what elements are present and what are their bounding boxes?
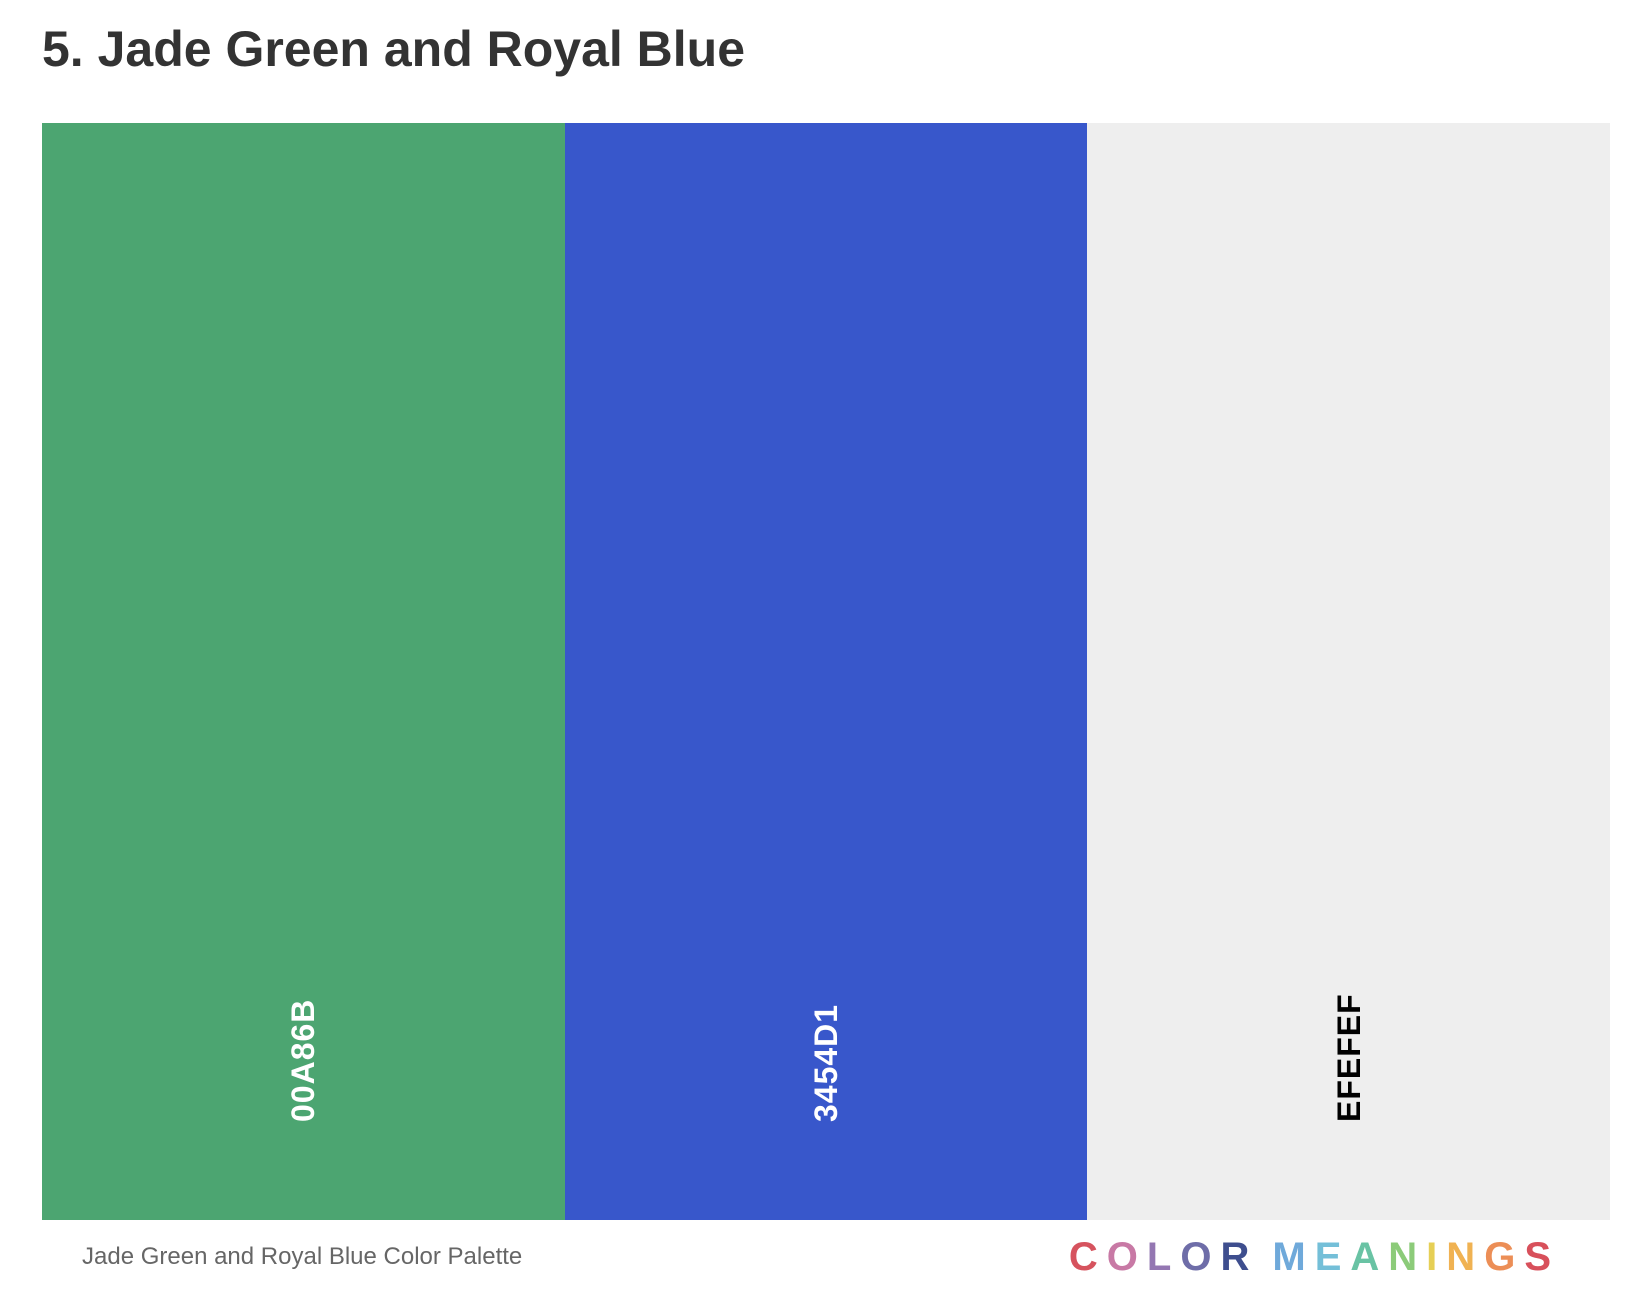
brand-letter: M xyxy=(1272,1235,1315,1279)
brand-letter: N xyxy=(1388,1235,1427,1279)
hex-code-label: 00A86B xyxy=(285,998,322,1122)
swatch-jade-green: 00A86B xyxy=(42,123,565,1220)
page-title: 5. Jade Green and Royal Blue xyxy=(42,21,746,77)
brand-logo[interactable]: COLOR MEANINGS xyxy=(1069,1234,1560,1280)
brand-letter: O xyxy=(1106,1235,1147,1279)
swatch-royal-blue: 3454D1 xyxy=(564,123,1088,1220)
caption-row: Jade Green and Royal Blue Color Palette … xyxy=(42,1220,1610,1300)
brand-letter: I xyxy=(1426,1235,1447,1279)
brand-letter: E xyxy=(1314,1235,1351,1279)
brand-letter: N xyxy=(1446,1235,1485,1279)
swatch-light-gray: EFEFEF xyxy=(1087,123,1611,1220)
color-palette: 00A86B 3454D1 EFEFEF xyxy=(42,123,1611,1220)
image-caption: Jade Green and Royal Blue Color Palette xyxy=(82,1243,523,1270)
brand-letter xyxy=(1258,1234,1272,1280)
hex-code-label: 3454D1 xyxy=(808,1003,844,1122)
brand-letter: R xyxy=(1220,1235,1259,1279)
brand-letter: A xyxy=(1350,1235,1389,1279)
brand-letter: S xyxy=(1524,1235,1560,1279)
brand-letter: C xyxy=(1068,1235,1107,1279)
hex-code-label: EFEFEF xyxy=(1330,993,1367,1122)
brand-letter: L xyxy=(1146,1235,1181,1279)
brand-letter: G xyxy=(1484,1235,1525,1279)
brand-letter: O xyxy=(1180,1235,1221,1279)
